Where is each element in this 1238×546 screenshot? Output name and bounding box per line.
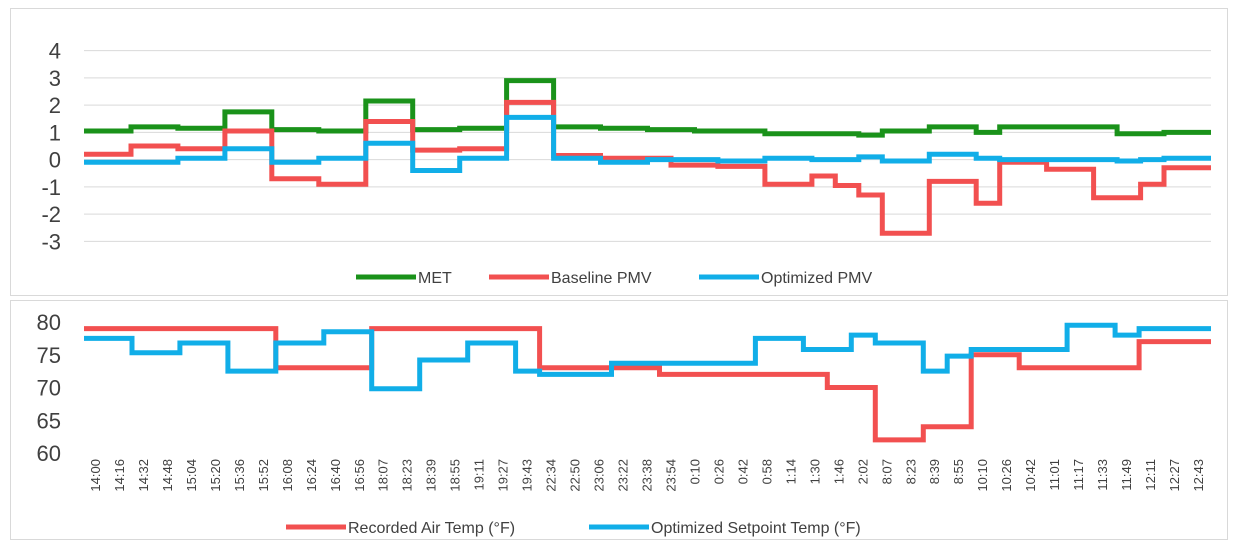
x-tick-label: 16:40 (328, 459, 343, 492)
x-tick-label: 15:36 (232, 459, 247, 492)
x-tick-label: 14:16 (112, 459, 127, 492)
temperature-chart-panel: 80 75 70 65 60 14:00 14:16 14:32 14:48 15:04 15:20… (10, 300, 1228, 540)
x-tick-label: 19:43 (520, 459, 535, 492)
x-tick-label: 0:42 (735, 459, 750, 484)
x-tick-label: 15:20 (208, 459, 223, 492)
series-line-met (84, 78, 1211, 138)
x-tick-label: 8:23 (903, 459, 918, 484)
x-tick-label: 1:14 (783, 459, 798, 484)
x-tick-label: 8:55 (951, 459, 966, 484)
x-tick-label: 12:43 (1191, 459, 1206, 492)
x-tick-label: 23:54 (664, 459, 679, 492)
x-tick-label: 14:00 (88, 459, 103, 492)
x-tick-label: 10:10 (975, 459, 990, 492)
y-tick-label: -1 (41, 175, 61, 200)
x-tick-label: 10:26 (999, 459, 1014, 492)
legend-label-met: MET (418, 270, 452, 287)
pmv-chart-panel: 4 3 2 1 0 -1 -2 -3 MET Baseline PMV Optimized PMV (10, 8, 1228, 296)
y-tick-label: -2 (41, 202, 61, 227)
y-tick-label: 60 (37, 441, 61, 466)
x-tick-label: 0:58 (759, 459, 774, 484)
x-tick-label: 11:33 (1095, 459, 1110, 491)
x-tick-label: 10:42 (1023, 459, 1038, 492)
x-tick-label: 19:11 (472, 459, 487, 491)
x-tick-label: 11:49 (1119, 459, 1134, 491)
x-tick-label: 16:56 (352, 459, 367, 492)
y-tick-label: 0 (49, 148, 61, 173)
x-tick-label: 1:46 (831, 459, 846, 484)
y-tick-label: 65 (37, 408, 61, 433)
x-tick-label: 22:34 (544, 459, 559, 492)
y-tick-label: 2 (49, 93, 61, 118)
x-tick-label: 15:52 (256, 459, 271, 492)
x-tick-label: 0:10 (688, 459, 703, 484)
x-tick-label: 18:23 (400, 459, 415, 492)
x-tick-label: 23:06 (592, 459, 607, 492)
x-tick-label: 8:07 (879, 459, 894, 484)
y-tick-label: 80 (37, 310, 61, 335)
temperature-chart: 80 75 70 65 60 14:00 14:16 14:32 14:48 15:04 15:20… (37, 310, 1211, 537)
x-tick-label: 22:50 (568, 459, 583, 492)
x-tick-label: 16:24 (304, 459, 319, 492)
x-tick-label: 0:26 (711, 459, 726, 484)
x-tick-label: 14:48 (160, 459, 175, 492)
x-tick-label: 18:39 (424, 459, 439, 492)
x-tick-label: 8:39 (927, 459, 942, 484)
x-tick-label: 15:04 (184, 459, 199, 492)
y-tick-label: 4 (49, 39, 61, 64)
y-tick-label: 3 (49, 66, 61, 91)
x-tick-label: 18:07 (376, 459, 391, 492)
y-tick-label: 75 (37, 343, 61, 368)
x-tick-label: 11:17 (1071, 459, 1086, 491)
legend-label-optimized-pmv: Optimized PMV (761, 270, 872, 287)
y-tick-label: -3 (41, 229, 61, 254)
x-tick-label: 19:27 (496, 459, 511, 492)
x-tick-label: 11:01 (1047, 459, 1062, 491)
y-tick-label: 70 (37, 376, 61, 401)
x-tick-label: 18:55 (448, 459, 463, 492)
series-line-baseline-pmv (84, 99, 1211, 236)
y-tick-label: 1 (49, 120, 61, 145)
x-tick-label: 12:11 (1143, 459, 1158, 491)
series-line-optimized-pmv (84, 114, 1211, 173)
legend-label-optimized-setpoint-temp-f: Optimized Setpoint Temp (°F) (651, 520, 861, 537)
x-tick-label: 1:30 (807, 459, 822, 484)
legend-label-recorded-air-temp-f: Recorded Air Temp (°F) (348, 520, 515, 537)
series-line-optimized-setpoint-temp-f (84, 322, 1211, 392)
x-tick-label: 2:02 (855, 459, 870, 484)
series-line-recorded-air-temp-f (84, 326, 1211, 443)
x-tick-label: 12:27 (1167, 459, 1182, 492)
x-tick-label: 23:38 (640, 459, 655, 492)
x-tick-label: 23:22 (616, 459, 631, 492)
x-tick-label: 16:08 (280, 459, 295, 492)
x-tick-label: 14:32 (136, 459, 151, 492)
legend-label-baseline-pmv: Baseline PMV (551, 270, 652, 287)
